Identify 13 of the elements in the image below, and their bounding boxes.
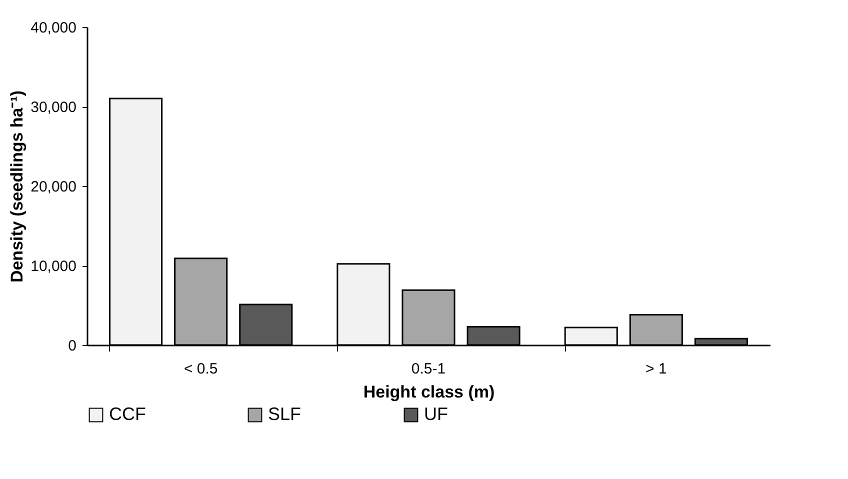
legend-label: CCF <box>109 404 146 424</box>
x-tick-label: < 0.5 <box>184 360 218 378</box>
legend-label: UF <box>424 404 448 424</box>
x-axis-title: Height class (m) <box>363 382 495 402</box>
y-tick-label: 40,000 <box>30 20 76 36</box>
x-tick-label: 0.5-1 <box>411 360 446 378</box>
y-tick-label: 10,000 <box>30 258 76 275</box>
y-tick-label: 0 <box>68 338 76 354</box>
y-tick-label: 30,000 <box>30 99 76 116</box>
y-axis-title: Density (seedlings ha⁻¹) <box>8 90 27 283</box>
legend-label: SLF <box>268 404 302 424</box>
x-tick-label: > 1 <box>646 360 667 378</box>
y-tick-label: 20,000 <box>30 178 76 196</box>
